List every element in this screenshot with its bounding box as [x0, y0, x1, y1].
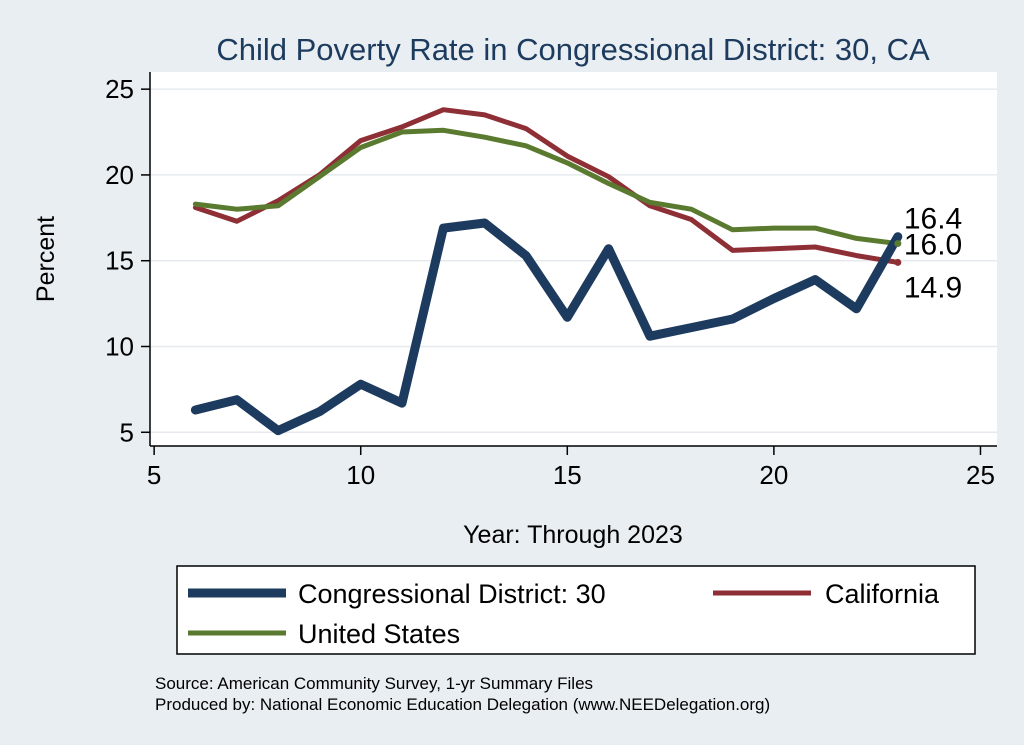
source-note: Source: American Community Survey, 1-yr …	[155, 674, 593, 693]
united-states-end-label: 16.0	[904, 229, 962, 262]
x-tick-label: 15	[553, 460, 582, 490]
y-tick-label: 5	[120, 417, 134, 447]
x-tick-label: 25	[966, 460, 995, 490]
y-tick-label: 15	[105, 246, 134, 276]
x-axis-title: Year: Through 2023	[463, 521, 683, 549]
district-30-end-point	[894, 233, 902, 241]
california-end-label: 14.9	[904, 271, 962, 304]
y-tick-label: 10	[105, 331, 134, 361]
district-30-line	[190, 218, 903, 436]
united-states-line	[192, 127, 901, 247]
district-30-end-label: 16.4	[904, 203, 962, 236]
california-end-point	[894, 258, 902, 266]
x-tick-label: 5	[147, 460, 161, 490]
united-states-end-point	[894, 240, 902, 248]
end-labels: 16.4 14.9 16.0	[904, 203, 962, 305]
legend-district-30-label: Congressional District: 30	[298, 579, 606, 609]
legend-california-label: California	[825, 579, 940, 609]
legend-box	[176, 565, 976, 655]
legend: Congressional District: 30 California Unit…	[188, 579, 940, 649]
plot-area	[150, 72, 997, 446]
y-axis-title: Percent	[32, 216, 60, 302]
grid-lines	[150, 88, 997, 434]
axis-ticks: 5 10 15 20 25 5 10 15 20 25	[105, 74, 995, 490]
y-tick-label: 20	[105, 160, 134, 190]
x-tick-label: 10	[346, 460, 375, 490]
legend-united-states-label: United States	[298, 619, 460, 649]
y-tick-label: 25	[105, 74, 134, 104]
series-lines	[190, 107, 903, 436]
chart-title: Child Poverty Rate in Congressional Dist…	[216, 32, 930, 67]
x-tick-label: 20	[759, 460, 788, 490]
producer-note: Produced by: National Economic Education…	[155, 695, 770, 714]
